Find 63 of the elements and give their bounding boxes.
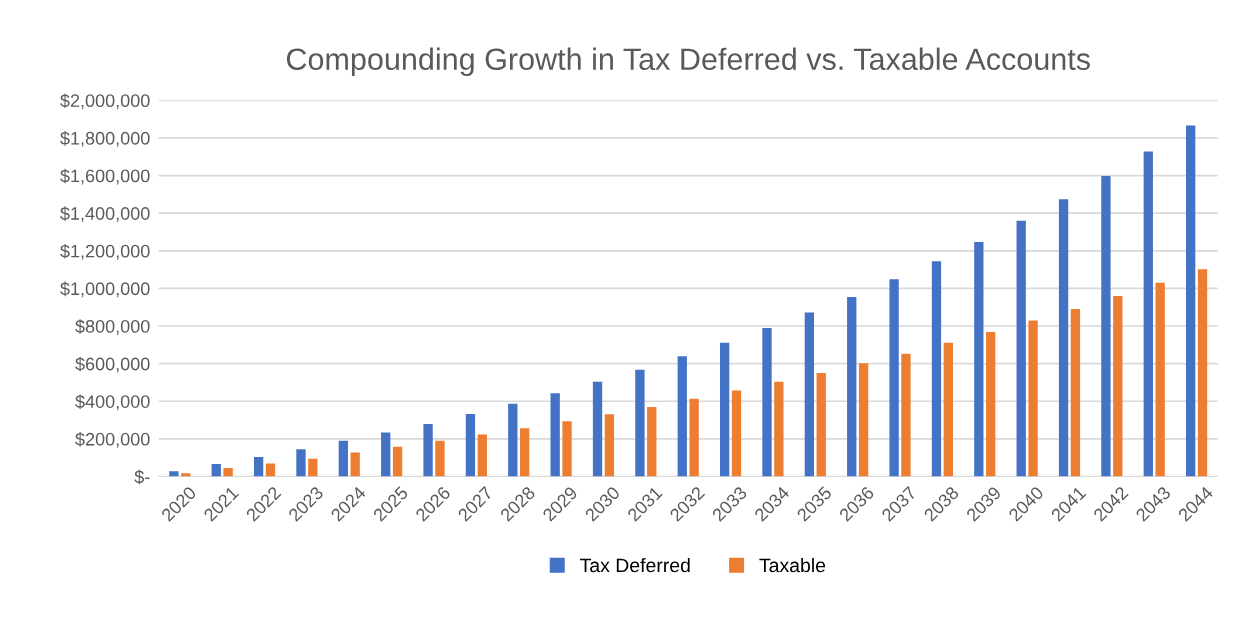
bar (1058, 199, 1069, 477)
bar (308, 458, 318, 477)
legend-label: Taxable (759, 557, 826, 573)
y-tick-label: $200,000 (75, 432, 150, 448)
bar (435, 440, 445, 477)
bar (169, 471, 179, 477)
bar (1155, 282, 1165, 477)
bar (381, 432, 391, 477)
bar (1197, 269, 1208, 477)
y-tick-label: $1,400,000 (60, 206, 150, 223)
bar (931, 261, 942, 477)
bar (889, 279, 899, 477)
legend-label: Tax Deferred (580, 557, 690, 573)
bar (253, 456, 264, 477)
bar (689, 398, 699, 477)
y-tick-label: $400,000 (75, 394, 150, 411)
bar (592, 381, 603, 477)
bar (508, 403, 518, 477)
y-tick-label: $- (134, 469, 150, 485)
bar (350, 452, 360, 477)
bar (1028, 320, 1038, 477)
bar (974, 241, 984, 477)
bar (1186, 125, 1196, 477)
bar (816, 372, 826, 477)
bar (520, 428, 530, 477)
bar (943, 342, 953, 477)
y-tick-label: $800,000 (75, 319, 150, 335)
bar (731, 390, 742, 477)
bar (1143, 151, 1153, 477)
bar (392, 446, 403, 477)
bar (774, 381, 784, 477)
bar (477, 434, 487, 477)
y-tick-label: $1,800,000 (60, 131, 150, 147)
y-tick-label: $2,000,000 (60, 93, 150, 110)
bar (1101, 175, 1111, 477)
y-tick-label: $1,600,000 (60, 168, 150, 185)
chart-title: Compounding Growth in Tax Deferred vs. Taxable Accounts (286, 47, 1090, 77)
y-tick-label: $600,000 (75, 356, 150, 373)
y-tick-label: $1,200,000 (60, 243, 150, 260)
bar (1070, 308, 1081, 477)
bar (211, 463, 221, 477)
bar (604, 414, 615, 477)
bar (719, 342, 730, 477)
bar (762, 328, 772, 477)
bar (423, 424, 433, 477)
bar (858, 363, 869, 477)
bar (677, 356, 687, 477)
bar (847, 296, 857, 477)
bar (647, 406, 657, 477)
bar (1016, 220, 1026, 477)
bar (635, 369, 645, 477)
bar (181, 473, 191, 477)
bar (804, 312, 815, 477)
bar (1113, 295, 1123, 477)
bar (223, 468, 233, 477)
bar (296, 449, 306, 477)
bar (562, 421, 572, 477)
bar (338, 440, 348, 477)
bar (550, 393, 560, 477)
bar (901, 353, 911, 477)
bar (986, 332, 996, 477)
bar (465, 413, 476, 477)
y-tick-label: $1,000,000 (60, 281, 150, 298)
